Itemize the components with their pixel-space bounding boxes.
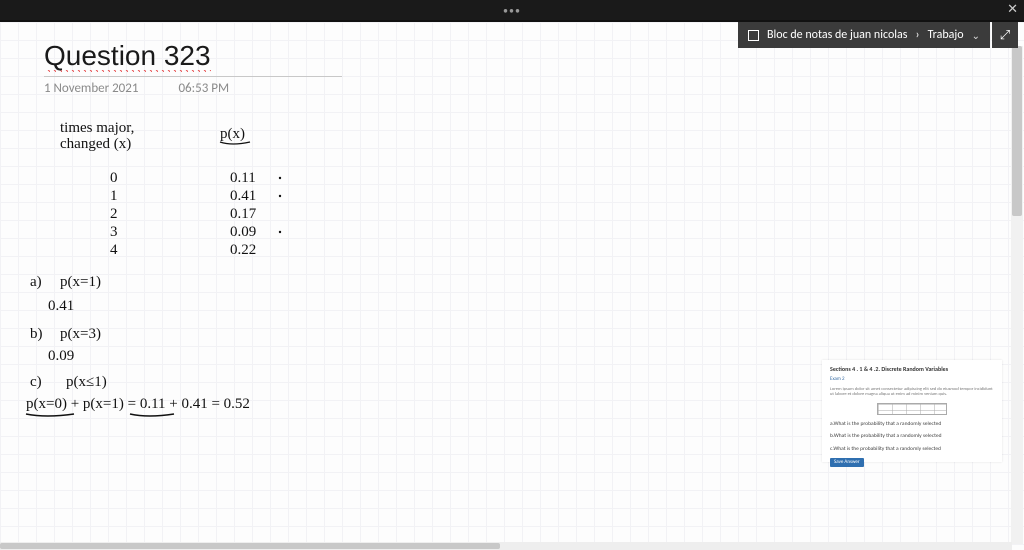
embedded-printout[interactable]: Sections 4 . 1 & 4 .2. Discrete Random V… bbox=[822, 360, 1002, 462]
note-time: 06:53 PM bbox=[178, 81, 229, 96]
svg-text:a): a) bbox=[30, 274, 42, 290]
more-icon[interactable]: ••• bbox=[503, 4, 521, 17]
breadcrumb-notebook: Bloc de notas de juan nicolas bbox=[767, 28, 908, 42]
chevron-down-icon: ⌄ bbox=[972, 29, 980, 42]
breadcrumb-button[interactable]: Bloc de notas de juan nicolas › Trabajo … bbox=[738, 22, 990, 48]
note-canvas[interactable]: Bloc de notas de juan nicolas › Trabajo … bbox=[0, 20, 1024, 550]
svg-text:0.11: 0.11 bbox=[230, 170, 256, 186]
note-meta: 1 November 2021 06:53 PM bbox=[44, 81, 342, 96]
svg-text:0.41: 0.41 bbox=[48, 298, 74, 314]
hw-header-right: p(x) bbox=[220, 126, 245, 142]
aside-button: Save Answer bbox=[830, 458, 864, 468]
aside-line-b: b.What is the probability that a randoml… bbox=[830, 432, 994, 440]
svg-text:p(x=1): p(x=1) bbox=[60, 274, 101, 290]
vertical-scrollbar[interactable] bbox=[1011, 46, 1023, 544]
fullscreen-button[interactable]: ⤢ bbox=[992, 22, 1018, 48]
hw-table: 0 0.11 1 0.41 2 0.17 3 0.09 4 0.22 bbox=[110, 170, 281, 258]
hw-underline-b bbox=[130, 414, 174, 416]
svg-text:2: 2 bbox=[110, 206, 118, 222]
breadcrumb: Bloc de notas de juan nicolas › Trabajo … bbox=[738, 22, 1018, 48]
aside-line-a: a.What is the probability that a randoml… bbox=[830, 420, 994, 428]
svg-text:p(x≤1): p(x≤1) bbox=[66, 374, 107, 390]
svg-text:p(x=3): p(x=3) bbox=[60, 326, 101, 342]
aside-table bbox=[877, 403, 947, 415]
hw-header-left-2: changed (x) bbox=[60, 136, 131, 152]
svg-text:0.41: 0.41 bbox=[230, 188, 256, 204]
svg-text:3: 3 bbox=[110, 224, 118, 240]
svg-text:0.22: 0.22 bbox=[230, 242, 256, 258]
svg-text:c): c) bbox=[30, 374, 42, 390]
chevron-right-icon: › bbox=[915, 28, 919, 42]
aside-line-c: c.What is the probability that a randoml… bbox=[830, 445, 994, 453]
hw-header-left-1: times major, bbox=[60, 120, 134, 136]
svg-text:b): b) bbox=[30, 326, 43, 342]
svg-text:0: 0 bbox=[110, 170, 118, 186]
svg-text:p(x=0) + p(x=1) = 0.11 + 0.41: p(x=0) + p(x=1) = 0.11 + 0.41 = 0.52 bbox=[26, 396, 250, 412]
expand-icon: ⤢ bbox=[1000, 28, 1010, 43]
hw-underline-px bbox=[220, 142, 250, 144]
vertical-scroll-thumb[interactable] bbox=[1012, 46, 1022, 216]
ink-layer: times major, changed (x) p(x) 0 0.11 1 0.4… bbox=[20, 102, 540, 452]
aside-blurb: Lorem ipsum dolor sit amet consectetur a… bbox=[830, 387, 994, 399]
svg-text:0.09: 0.09 bbox=[48, 348, 74, 364]
svg-text:0.09: 0.09 bbox=[230, 224, 256, 240]
page-title[interactable]: Question 323 bbox=[44, 40, 342, 72]
svg-text:1: 1 bbox=[110, 188, 118, 204]
breadcrumb-section: Trabajo bbox=[928, 28, 964, 42]
close-icon[interactable]: ✕ bbox=[1007, 2, 1018, 17]
title-rule bbox=[44, 76, 342, 77]
aside-sub: Exam 2 bbox=[830, 376, 994, 384]
svg-text:4: 4 bbox=[110, 242, 118, 258]
notebook-icon bbox=[748, 30, 759, 41]
content: Bloc de notas de juan nicolas › Trabajo … bbox=[0, 20, 1024, 550]
note-date: 1 November 2021 bbox=[44, 81, 138, 96]
app-window: ••• ✕ Bloc de notas de juan nicolas › Tr… bbox=[0, 0, 1024, 550]
aside-heading: Sections 4 . 1 & 4 .2. Discrete Random V… bbox=[830, 365, 994, 374]
hw-underline-a bbox=[26, 414, 74, 416]
horizontal-scroll-thumb[interactable] bbox=[0, 543, 500, 549]
svg-text:0.17: 0.17 bbox=[230, 206, 257, 222]
horizontal-scrollbar[interactable] bbox=[0, 542, 1012, 550]
title-bar: ••• ✕ bbox=[0, 0, 1024, 20]
note-header: Question 323 1 November 2021 06:53 PM bbox=[44, 40, 342, 96]
